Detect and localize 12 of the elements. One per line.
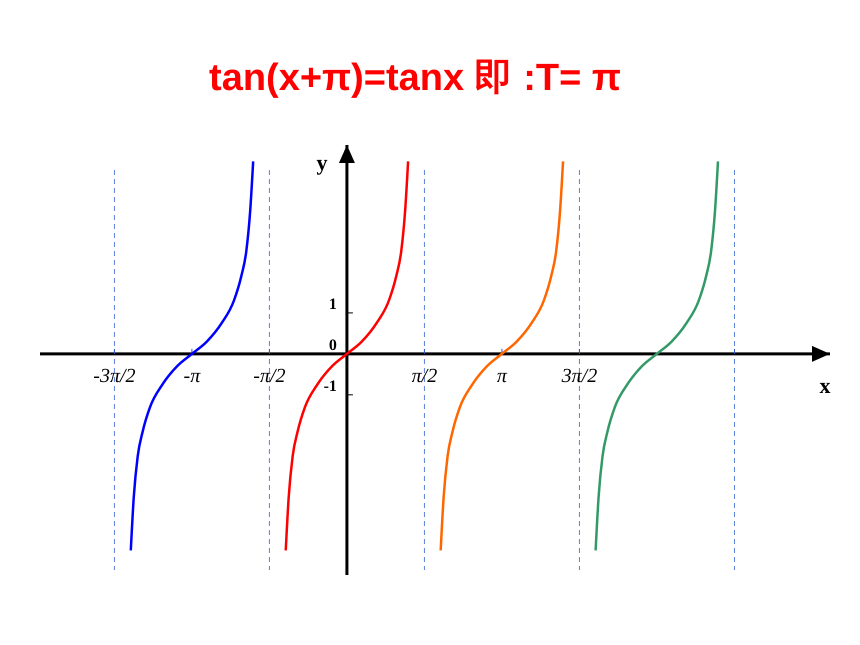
- x-tick-label: π/2: [412, 364, 438, 387]
- y-tick-label: 0: [328, 336, 337, 354]
- y-tick-label: -1: [324, 378, 337, 395]
- x-tick-label: -π: [184, 364, 202, 387]
- x-axis-title: x: [820, 373, 830, 398]
- x-tick-label: -3π/2: [93, 364, 136, 387]
- x-tick-label: 3π/2: [560, 364, 598, 387]
- chart-title: tan(x+π)=tanx 即 :T= π: [209, 57, 621, 99]
- x-tick-label: -π/2: [253, 364, 286, 387]
- x-tick-label: π: [496, 364, 508, 387]
- y-axis-title: y: [316, 150, 328, 175]
- y-tick-label: 1: [328, 296, 337, 313]
